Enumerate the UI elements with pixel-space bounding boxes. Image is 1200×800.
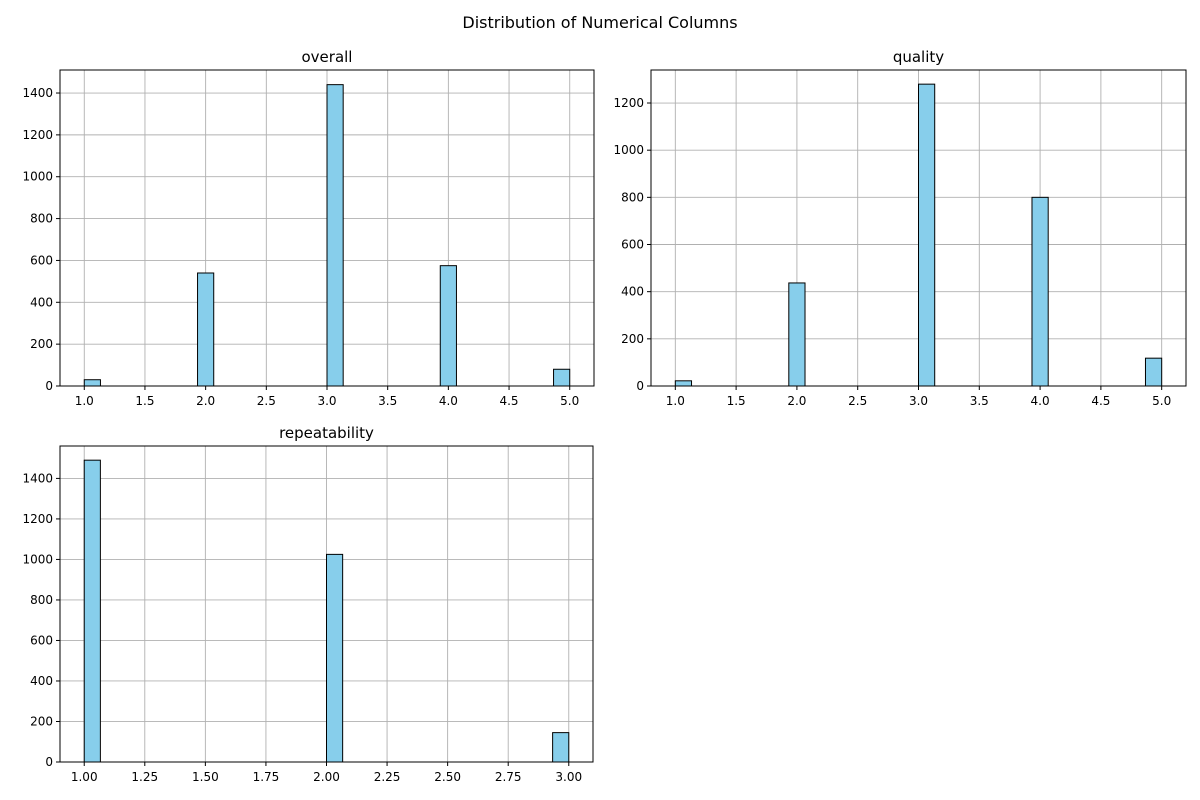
y-tick-label: 0 [45,379,53,393]
y-tick-label: 1200 [22,512,53,526]
y-tick-label: 400 [621,285,644,299]
x-tick-label: 4.5 [499,394,518,408]
histogram-bar [83,379,101,387]
x-tick-label: 1.5 [135,394,154,408]
y-tick-label: 800 [30,593,53,607]
y-tick-label: 600 [30,253,53,267]
histogram-bar [1144,357,1163,387]
y-tick-label: 1000 [22,170,53,184]
histogram-bar [197,272,215,387]
y-tick-label: 800 [621,190,644,204]
x-tick-label: 2.75 [495,770,522,784]
subplot-title: repeatability [279,424,374,442]
x-tick-label: 1.50 [192,770,219,784]
x-tick-label: 1.0 [666,394,685,408]
x-tick-label: 4.0 [439,394,458,408]
subplot-title: overall [302,48,353,66]
y-tick-label: 1400 [22,86,53,100]
x-tick-label: 5.0 [1152,394,1171,408]
histogram-bar [674,380,693,387]
y-tick-label: 200 [30,337,53,351]
histogram-bar [552,732,570,763]
histogram-bar [553,368,571,387]
x-tick-label: 4.0 [1031,394,1050,408]
y-tick-label: 600 [621,238,644,252]
x-tick-label: 3.5 [378,394,397,408]
x-tick-label: 5.0 [560,394,579,408]
x-tick-label: 3.0 [909,394,928,408]
y-tick-label: 0 [636,379,644,393]
y-tick-label: 1000 [22,552,53,566]
y-tick-label: 1400 [22,471,53,485]
histogram-bar [326,84,344,387]
y-tick-label: 600 [30,633,53,647]
x-tick-label: 1.0 [75,394,94,408]
x-tick-label: 2.50 [434,770,461,784]
histogram-bar [439,265,457,387]
histogram-bar [83,459,101,763]
x-tick-label: 1.75 [253,770,280,784]
x-tick-label: 2.5 [257,394,276,408]
subplot-title: quality [893,48,944,66]
y-tick-label: 200 [621,332,644,346]
y-tick-label: 1000 [613,143,644,157]
histogram-bar [1031,196,1049,387]
histogram-bar [326,553,344,763]
y-tick-label: 400 [30,674,53,688]
y-tick-label: 200 [30,714,53,728]
y-tick-label: 1200 [613,96,644,110]
y-tick-label: 400 [30,295,53,309]
x-tick-label: 2.5 [848,394,867,408]
y-tick-label: 1200 [22,128,53,142]
x-tick-label: 1.00 [71,770,98,784]
x-tick-label: 3.5 [970,394,989,408]
x-tick-label: 2.00 [313,770,340,784]
x-tick-label: 2.25 [374,770,401,784]
x-tick-label: 1.5 [727,394,746,408]
x-tick-label: 3.0 [317,394,336,408]
y-tick-label: 800 [30,212,53,226]
histogram-bar [918,83,936,387]
x-tick-label: 1.25 [131,770,158,784]
y-tick-label: 0 [45,755,53,769]
x-tick-label: 2.0 [787,394,806,408]
figure-title: Distribution of Numerical Columns [462,13,738,32]
x-tick-label: 2.0 [196,394,215,408]
x-tick-label: 4.5 [1091,394,1110,408]
x-tick-label: 3.00 [555,770,582,784]
histogram-bar [788,282,806,387]
